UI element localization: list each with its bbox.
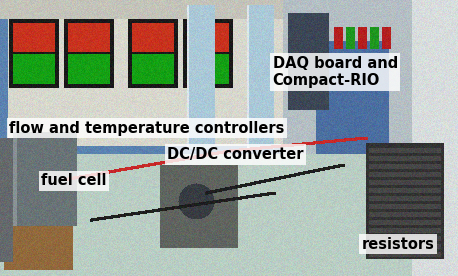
Text: DAQ board and
Compact-RIO: DAQ board and Compact-RIO <box>273 55 398 88</box>
Text: DC/DC converter: DC/DC converter <box>167 147 304 162</box>
Text: fuel cell: fuel cell <box>41 173 107 188</box>
Text: resistors: resistors <box>362 237 435 252</box>
Text: flow and temperature controllers: flow and temperature controllers <box>9 121 284 136</box>
